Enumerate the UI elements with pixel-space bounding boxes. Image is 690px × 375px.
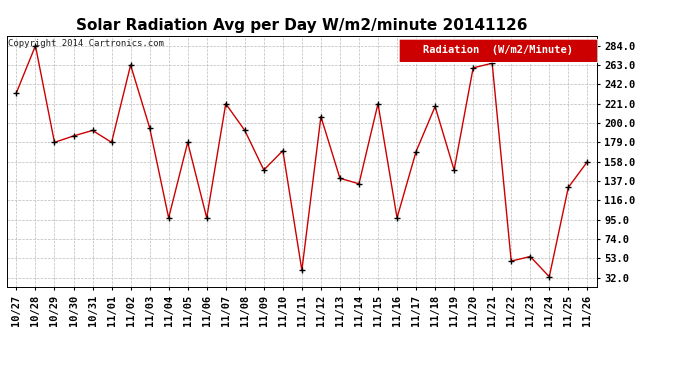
Title: Solar Radiation Avg per Day W/m2/minute 20141126: Solar Radiation Avg per Day W/m2/minute … [76, 18, 528, 33]
Text: Copyright 2014 Cartronics.com: Copyright 2014 Cartronics.com [8, 39, 164, 48]
